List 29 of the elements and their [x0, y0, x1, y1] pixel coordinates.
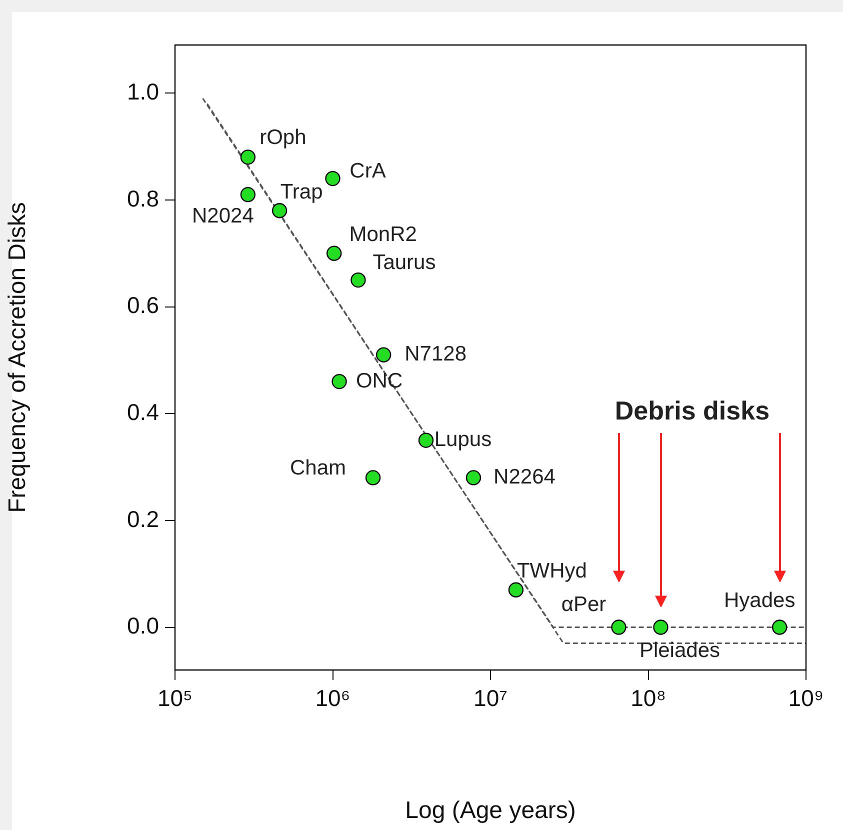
y-tick-label: 1.0 — [127, 78, 159, 104]
y-tick-label: 0.4 — [127, 398, 160, 425]
annotation: Debris disks — [614, 396, 770, 426]
data-label: Cham — [290, 456, 346, 480]
y-tick-label: 0.0 — [127, 612, 159, 639]
x-tick-label: 10⁹ — [788, 685, 824, 712]
x-axis-title: Log (Age years) — [405, 797, 576, 824]
data-label: TWHyd — [516, 560, 587, 583]
data-label: N2264 — [494, 465, 556, 488]
data-label: Pleiades — [639, 639, 720, 662]
y-axis-title: Frequency of Accretion Disks — [4, 202, 32, 513]
data-label: CrA — [350, 159, 386, 182]
x-tick-label: 10⁵ — [157, 685, 193, 712]
data-label: Trap — [280, 180, 323, 204]
data-label: rOph — [260, 126, 306, 149]
y-tick-label: 0.2 — [127, 506, 159, 532]
data-label: ONC — [356, 369, 403, 392]
x-tick-label: 10⁷ — [474, 685, 508, 712]
data-label: N7128 — [404, 342, 467, 366]
y-tick-label: 0.8 — [127, 185, 159, 212]
data-label: αPer — [561, 593, 606, 616]
x-tick-label: 10⁸ — [630, 685, 666, 712]
data-label: Lupus — [434, 428, 492, 452]
data-label: MonR2 — [349, 223, 417, 246]
y-tick-label: 0.6 — [127, 292, 159, 318]
data-label: N2024 — [192, 204, 254, 228]
data-label: Taurus — [372, 250, 436, 274]
data-label: Hyades — [724, 589, 796, 612]
x-tick-label: 10⁶ — [315, 685, 350, 712]
